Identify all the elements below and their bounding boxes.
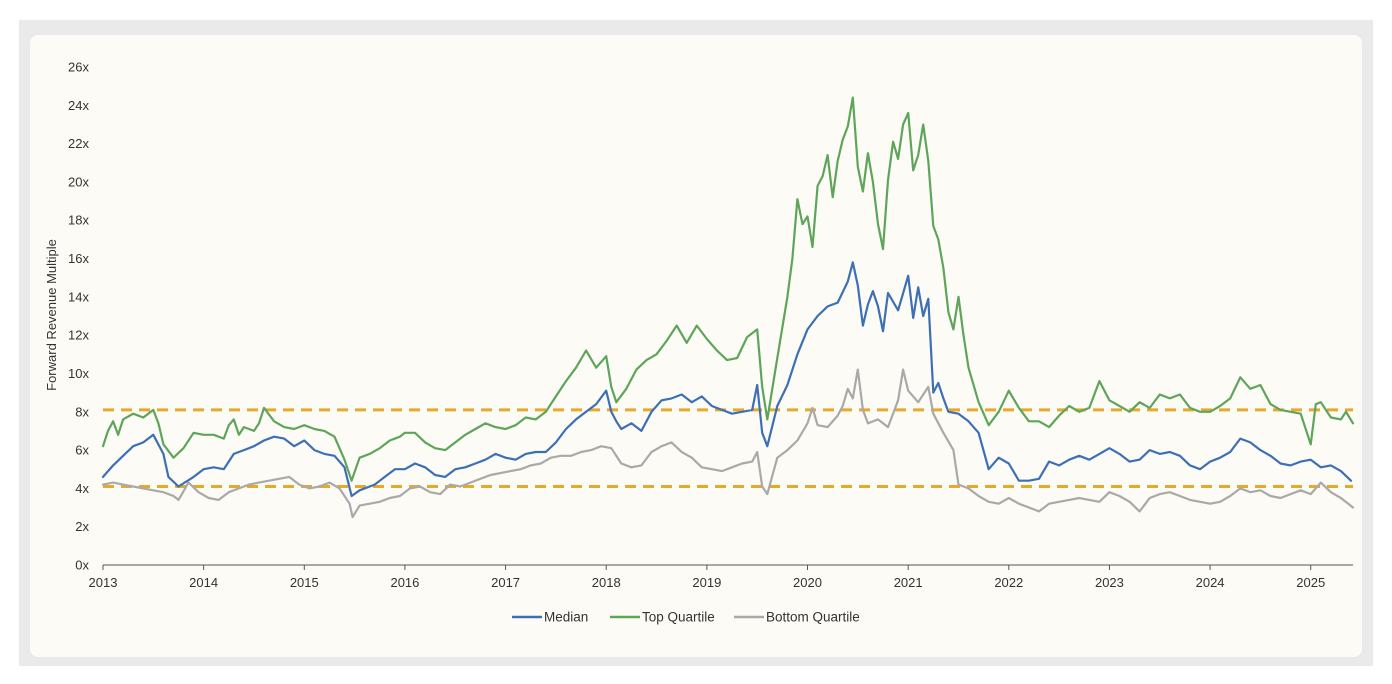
- legend: Median Top Quartile Bottom Quartile: [512, 610, 860, 625]
- series-line-top-quartile: [101, 96, 1355, 482]
- x-axis-ticks: 2013 2014 2015 2016 2017 2018 2019 2020 2021 2022…: [89, 565, 1325, 590]
- x-tick-label: 2017: [491, 575, 520, 590]
- y-tick-label: 24x: [68, 98, 89, 113]
- y-tick-label: 10x: [68, 366, 89, 381]
- chart-card: [30, 35, 1362, 657]
- y-tick-label: 22x: [68, 136, 89, 151]
- y-tick-label: 0x: [75, 558, 89, 573]
- y-tick-label: 6x: [75, 443, 89, 458]
- x-tick-label: 2014: [189, 575, 218, 590]
- x-tick-label: 2016: [390, 575, 419, 590]
- x-tick-label: 2020: [793, 575, 822, 590]
- y-axis-label: Forward Revenue Multiple: [44, 239, 59, 391]
- y-tick-label: 4x: [75, 481, 89, 496]
- legend-label: Top Quartile: [642, 610, 715, 625]
- y-tick-label: 8x: [75, 404, 89, 419]
- series-line-median: [101, 261, 1353, 498]
- y-tick-label: 20x: [68, 174, 89, 189]
- x-tick-label: 2013: [89, 575, 118, 590]
- y-tick-label: 2x: [75, 519, 89, 534]
- legend-label: Bottom Quartile: [766, 610, 860, 625]
- y-tick-label: 16x: [68, 251, 89, 266]
- x-tick-label: 2021: [894, 575, 923, 590]
- y-tick-label: 12x: [68, 328, 89, 343]
- x-tick-label: 2022: [994, 575, 1023, 590]
- x-tick-label: 2019: [692, 575, 721, 590]
- x-tick-label: 2015: [290, 575, 319, 590]
- y-tick-label: 18x: [68, 213, 89, 228]
- x-tick-label: 2025: [1296, 575, 1325, 590]
- reference-lines: [103, 408, 1353, 488]
- x-tick-label: 2018: [592, 575, 621, 590]
- x-tick-label: 2023: [1095, 575, 1124, 590]
- y-tick-label: 26x: [68, 60, 89, 75]
- y-axis-ticks: 0x 2x 4x 6x 8x 10x 12x 14x 16x 18x 20x 22x 24x 26x: [68, 60, 89, 573]
- x-tick-label: 2024: [1196, 575, 1225, 590]
- legend-label: Median: [544, 610, 588, 625]
- series-lines: [101, 96, 1355, 519]
- y-tick-label: 14x: [68, 289, 89, 304]
- series-line-bottom-quartile: [101, 368, 1355, 519]
